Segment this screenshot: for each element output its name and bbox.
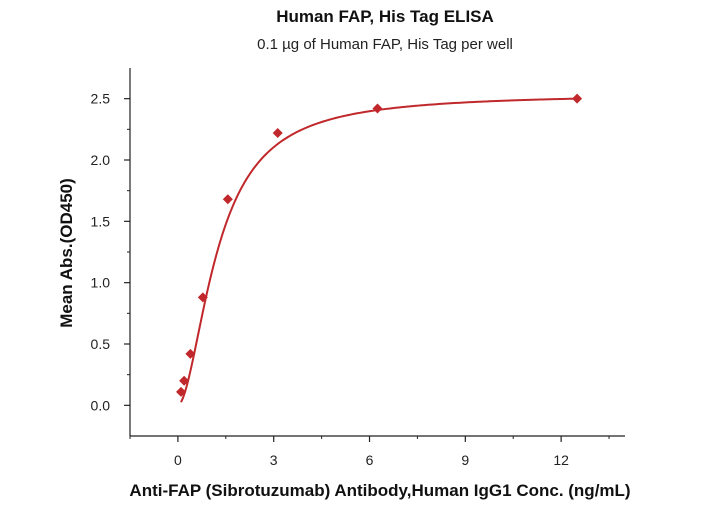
- x-tick-label: 9: [461, 452, 469, 468]
- data-point: [185, 348, 196, 359]
- data-point: [222, 194, 233, 205]
- chart-title: Human FAP, His Tag ELISA: [276, 7, 494, 26]
- y-ticks: 0.0 0.5 1.0 1.5 2.0 2.5: [91, 91, 130, 413]
- data-point: [176, 386, 187, 397]
- y-tick-label: 0.0: [91, 397, 111, 413]
- x-tick-label: 0: [174, 452, 182, 468]
- fit-curve: [180, 97, 578, 403]
- data-point: [372, 103, 383, 114]
- y-axis-label: Mean Abs.(OD450): [57, 178, 76, 328]
- y-tick-label: 2.5: [91, 91, 111, 107]
- x-ticks: 0 3 6 9 12: [129, 436, 610, 468]
- data-point: [272, 128, 283, 139]
- x-tick-label: 3: [270, 452, 278, 468]
- y-tick-label: 0.5: [91, 336, 111, 352]
- chart-subtitle: 0.1 µg of Human FAP, His Tag per well: [257, 36, 513, 53]
- y-tick-label: 1.5: [91, 213, 111, 229]
- x-tick-label: 6: [366, 452, 374, 468]
- data-point: [179, 375, 190, 386]
- data-point: [572, 93, 583, 104]
- data-point: [197, 292, 208, 303]
- x-tick-label: 12: [553, 452, 569, 468]
- y-tick-label: 2.0: [91, 152, 111, 168]
- y-tick-label: 1.0: [91, 275, 111, 291]
- x-axis-label: Anti-FAP (Sibrotuzumab) Antibody,Human I…: [129, 481, 630, 500]
- axes: [129, 68, 625, 437]
- data-points: [176, 93, 583, 397]
